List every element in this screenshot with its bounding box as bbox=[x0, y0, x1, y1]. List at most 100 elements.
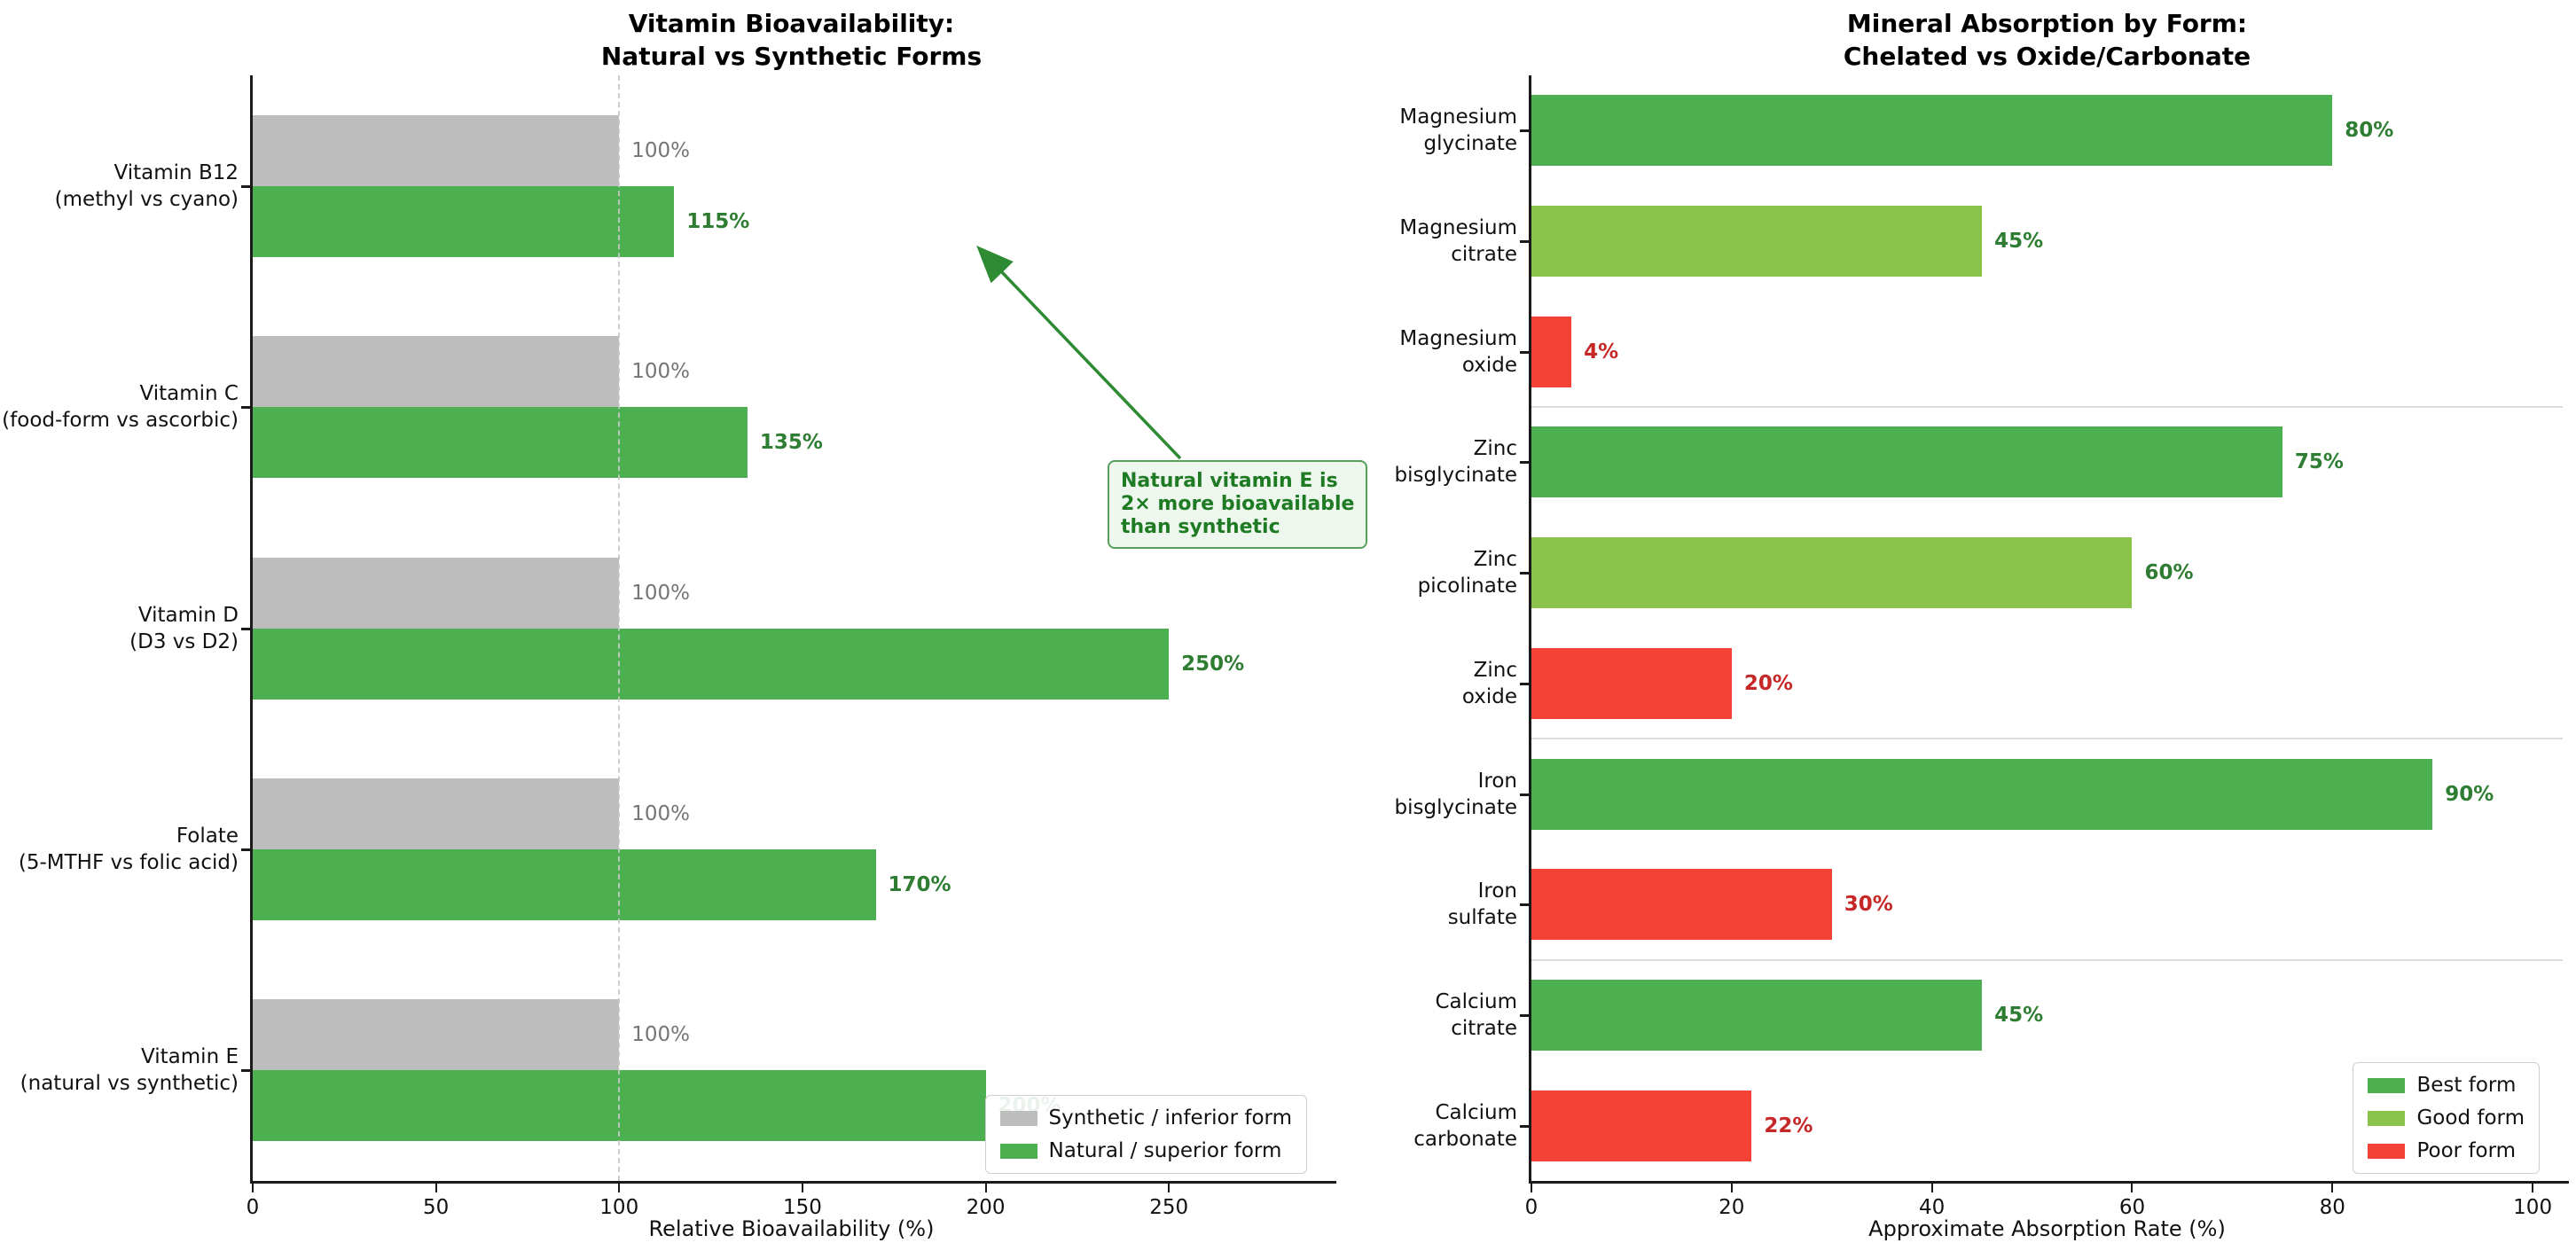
bar-synthetic-form bbox=[253, 999, 620, 1071]
y-axis-label: Magnesium glycinate bbox=[1399, 106, 1517, 156]
y-axis-label: Magnesium citrate bbox=[1399, 216, 1517, 267]
x-tick-mark bbox=[252, 1184, 254, 1192]
y-tick-mark bbox=[241, 627, 250, 630]
bar-value-label: 100% bbox=[631, 138, 691, 162]
legend-swatch bbox=[999, 1110, 1037, 1126]
x-tick-mark bbox=[618, 1184, 621, 1192]
y-axis-label: Folate (5-MTHF vs folic acid) bbox=[18, 824, 239, 874]
group-separator-line bbox=[1531, 958, 2563, 961]
y-tick-mark bbox=[1520, 682, 1529, 685]
bar-natural-form bbox=[253, 185, 675, 257]
y-tick-mark bbox=[241, 406, 250, 410]
y-tick-mark bbox=[1520, 1013, 1529, 1017]
left-chart-title: Vitamin Bioavailability: Natural vs Synt… bbox=[600, 9, 983, 71]
bar-value-label: 4% bbox=[1584, 340, 1619, 364]
bar-best-form bbox=[1531, 426, 2282, 498]
x-axis-line bbox=[1529, 1181, 2569, 1184]
bar-synthetic-form bbox=[253, 114, 620, 186]
bar-value-label: 100% bbox=[631, 581, 691, 605]
legend-item: Good form bbox=[2368, 1106, 2525, 1130]
y-axis-label: Zinc oxide bbox=[1461, 658, 1517, 708]
x-axis-line bbox=[250, 1181, 1336, 1184]
bar-natural-form bbox=[253, 848, 876, 920]
x-tick-mark bbox=[1730, 1184, 1733, 1192]
y-axis-label: Zinc picolinate bbox=[1417, 548, 1517, 598]
y-tick-mark bbox=[1520, 1124, 1529, 1128]
bar-value-label: 100% bbox=[631, 1023, 691, 1047]
annotation-box: Natural vitamin E is 2× more bioavailabl… bbox=[1108, 460, 1368, 549]
legend-swatch bbox=[2368, 1077, 2406, 1093]
bar-best-form bbox=[1531, 758, 2433, 830]
x-tick-label: 100 bbox=[2513, 1196, 2553, 1219]
bar-natural-form bbox=[253, 407, 748, 479]
bar-value-label: 75% bbox=[2294, 450, 2344, 474]
y-tick-mark bbox=[1520, 240, 1529, 244]
y-axis-label: Calcium citrate bbox=[1435, 989, 1517, 1040]
bar-synthetic-form bbox=[253, 336, 620, 408]
x-tick-mark bbox=[1531, 1184, 1532, 1192]
bar-natural-form bbox=[253, 628, 1170, 700]
y-tick-mark bbox=[1520, 572, 1529, 575]
bar-value-label: 250% bbox=[1181, 652, 1245, 676]
x-tick-mark bbox=[435, 1184, 437, 1192]
y-tick-mark bbox=[241, 184, 250, 188]
right-chart-title: Mineral Absorption by Form: Chelated vs … bbox=[1843, 9, 2251, 71]
y-axis-label: Vitamin C (food-form vs ascorbic) bbox=[2, 382, 239, 433]
y-tick-mark bbox=[1520, 350, 1529, 354]
x-tick-label: 250 bbox=[1149, 1196, 1189, 1219]
legend-label: Best form bbox=[2416, 1074, 2517, 1097]
bar-best-form bbox=[1531, 95, 2333, 167]
bar-value-label: 45% bbox=[1994, 230, 2044, 254]
x-tick-mark bbox=[801, 1184, 803, 1192]
y-tick-mark bbox=[1520, 129, 1529, 133]
y-axis-label: Iron sulfate bbox=[1447, 879, 1517, 930]
y-axis-label: Magnesium oxide bbox=[1399, 326, 1517, 377]
bar-value-label: 60% bbox=[2144, 561, 2194, 585]
x-tick-mark bbox=[1930, 1184, 1933, 1192]
bar-value-label: 22% bbox=[1764, 1114, 1813, 1137]
legend-label: Natural / superior form bbox=[1048, 1139, 1282, 1162]
y-tick-mark bbox=[1520, 903, 1529, 907]
y-tick-mark bbox=[241, 1069, 250, 1073]
x-tick-mark bbox=[2532, 1184, 2534, 1192]
y-axis-label: Vitamin B12 (methyl vs cyano) bbox=[54, 160, 239, 211]
x-tick-label: 0 bbox=[246, 1196, 260, 1219]
bar-value-label: 45% bbox=[1994, 1003, 2044, 1027]
bar-value-label: 170% bbox=[888, 872, 951, 896]
left-chart-x-axis-label: Relative Bioavailability (%) bbox=[648, 1216, 935, 1241]
x-tick-label: 50 bbox=[422, 1196, 450, 1219]
bar-value-label: 100% bbox=[631, 801, 691, 825]
y-tick-mark bbox=[1520, 461, 1529, 465]
x-tick-mark bbox=[2331, 1184, 2334, 1192]
bar-poor-form bbox=[1531, 316, 1572, 387]
x-tick-label: 60 bbox=[2118, 1196, 2146, 1219]
x-tick-label: 100 bbox=[599, 1196, 639, 1219]
bar-value-label: 30% bbox=[1844, 893, 1893, 917]
legend-label: Good form bbox=[2416, 1106, 2525, 1130]
legend-swatch bbox=[2368, 1110, 2406, 1126]
bar-best-form bbox=[1531, 979, 1983, 1051]
reference-line-100 bbox=[618, 75, 621, 1181]
bar-value-label: 115% bbox=[686, 209, 750, 233]
x-tick-label: 20 bbox=[1719, 1196, 1745, 1219]
bar-value-label: 100% bbox=[631, 360, 691, 384]
bar-good-form bbox=[1531, 206, 1983, 278]
y-axis-label: Calcium carbonate bbox=[1413, 1100, 1517, 1151]
y-tick-mark bbox=[1520, 793, 1529, 796]
left-chart-legend: Synthetic / inferior form Natural / super… bbox=[984, 1095, 1307, 1174]
group-separator-line bbox=[1531, 406, 2563, 409]
legend-label: Poor form bbox=[2416, 1139, 2517, 1162]
legend-item: Natural / superior form bbox=[999, 1139, 1292, 1162]
bar-value-label: 20% bbox=[1743, 671, 1793, 695]
legend-item: Poor form bbox=[2368, 1139, 2525, 1162]
right-chart-legend: Best form Good form Poor form bbox=[2353, 1062, 2540, 1174]
x-tick-mark bbox=[984, 1184, 987, 1192]
x-tick-label: 0 bbox=[1524, 1196, 1539, 1219]
x-tick-label: 80 bbox=[2319, 1196, 2345, 1219]
y-axis-label: Iron bisglycinate bbox=[1394, 769, 1517, 819]
bar-value-label: 80% bbox=[2345, 119, 2394, 143]
legend-swatch bbox=[999, 1143, 1037, 1159]
y-axis-label: Zinc bisglycinate bbox=[1394, 437, 1517, 488]
x-tick-label: 200 bbox=[966, 1196, 1006, 1219]
